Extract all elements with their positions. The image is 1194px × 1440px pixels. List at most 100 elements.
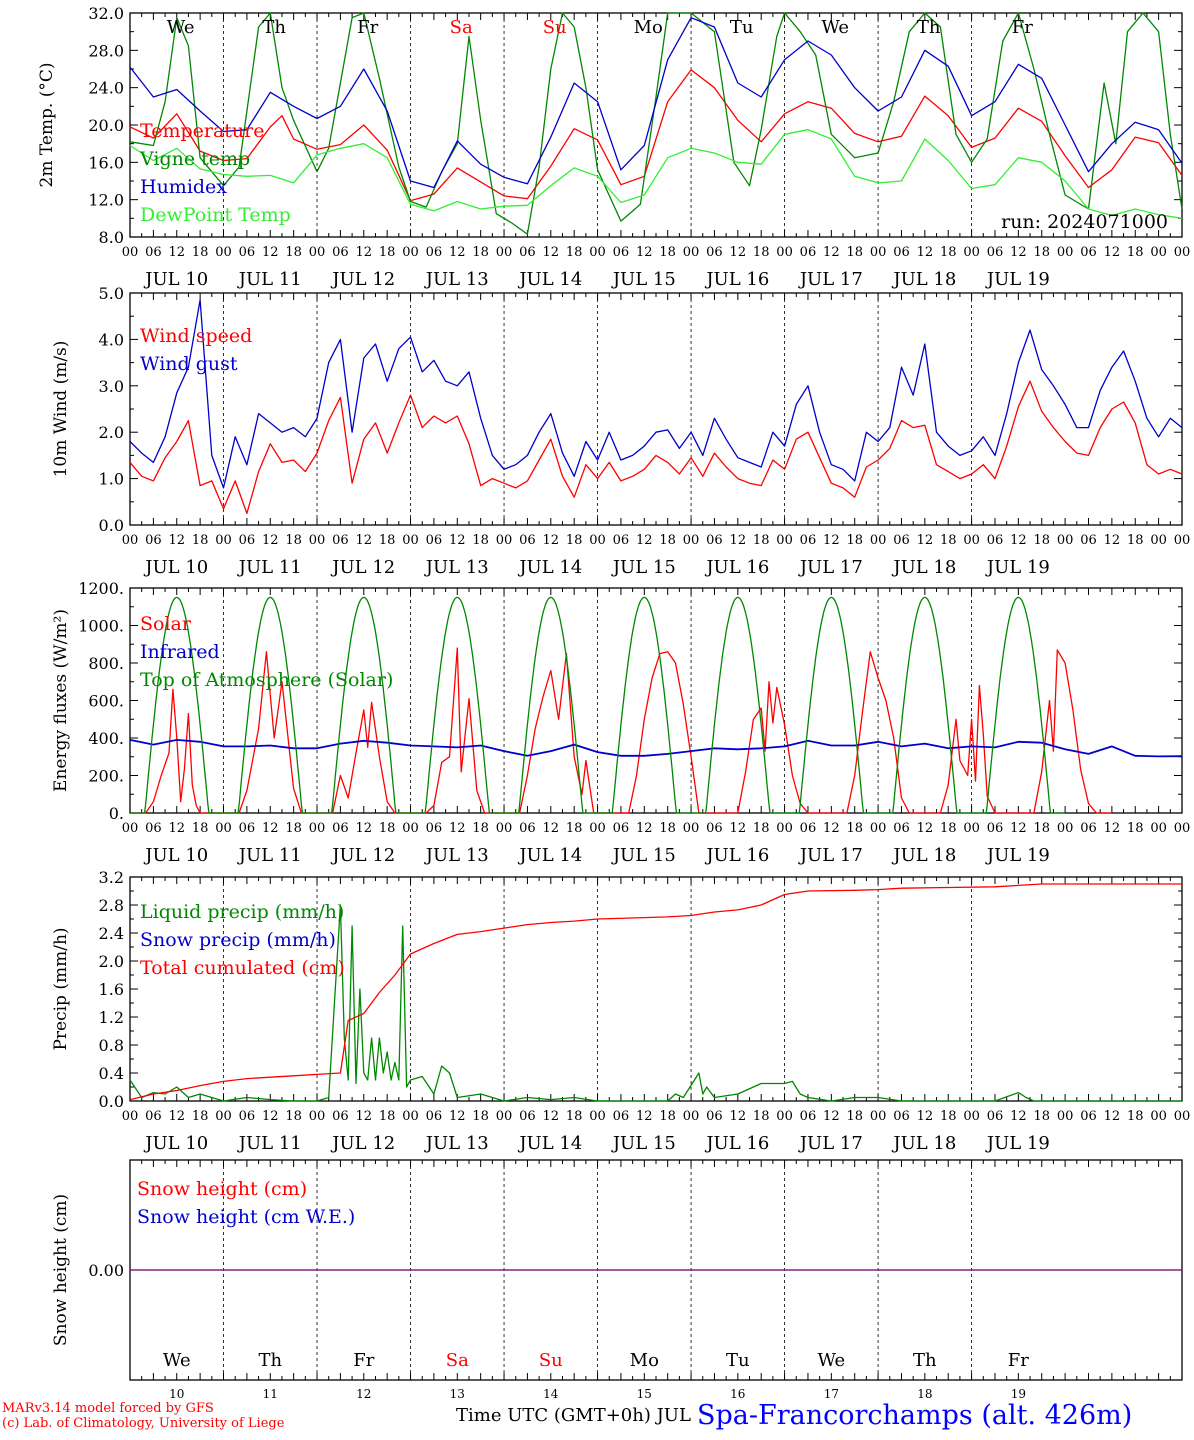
x-hour-label: 06 [613, 821, 630, 836]
x-hour-label: 00 [1150, 821, 1167, 836]
x-hour-label: 00 [683, 1109, 700, 1124]
x-hour-label: 12 [730, 1109, 747, 1124]
x-date-label: JUL 18 [891, 845, 956, 866]
y-tick-label: 16.0 [88, 153, 124, 172]
x-date-label: JUL 15 [611, 1133, 676, 1154]
x-hour-label: 06 [145, 821, 162, 836]
series-line [129, 12, 1183, 235]
x-date-label: JUL 18 [891, 1133, 956, 1154]
x-date-label: JUL 12 [330, 557, 395, 578]
y-tick-label: 1000. [78, 617, 124, 636]
x-date-label: JUL 13 [424, 1133, 489, 1154]
y-tick-label: 32.0 [88, 4, 124, 23]
x-hour-label: 00 [309, 821, 326, 836]
x-date-label: JUL 17 [798, 269, 863, 290]
x-date-label: JUL 15 [611, 557, 676, 578]
x-hour-label: 12 [823, 821, 840, 836]
x-hour-label: 18 [472, 821, 489, 836]
x-hour-label: 06 [706, 533, 723, 548]
series-line [130, 647, 1112, 814]
day-number-label: 19 [1011, 1387, 1026, 1401]
x-hour-label: 06 [893, 533, 910, 548]
x-hour-label: 00 [496, 533, 513, 548]
x-hour-label: 06 [893, 245, 910, 260]
x-date-label: JUL 14 [517, 269, 582, 290]
legend-entry: Top of Atmosphere (Solar) [140, 669, 393, 691]
x-hour-label: 06 [145, 1109, 162, 1124]
y-tick-label: 1200. [78, 579, 124, 598]
x-date-label: JUL 11 [237, 1133, 302, 1154]
x-hour-label: 00 [496, 1109, 513, 1124]
x-hour-label: 00 [589, 1109, 606, 1124]
x-hour-label: 06 [706, 245, 723, 260]
x-hour-label: 12 [449, 1109, 466, 1124]
x-hour-label: 18 [1033, 821, 1050, 836]
x-hour-label: 06 [519, 821, 536, 836]
plot-frame [129, 587, 1183, 814]
x-hour-label: 06 [987, 1109, 1004, 1124]
x-date-label: JUL 16 [704, 845, 769, 866]
x-hour-label: 06 [706, 821, 723, 836]
y-axis-title: Snow height (cm) [51, 1194, 71, 1346]
x-date-label: JUL 16 [704, 269, 769, 290]
x-hour-label: 12 [1104, 821, 1121, 836]
y-tick-label: 600. [88, 692, 124, 711]
weekday-label: Tu [730, 17, 754, 38]
legend-entry: Solar [140, 613, 192, 635]
x-date-label: JUL 14 [517, 845, 582, 866]
x-hour-label: 18 [753, 533, 770, 548]
x-hour-label: 12 [730, 821, 747, 836]
x-hour-label: 18 [192, 1109, 209, 1124]
day-number-label: 13 [450, 1387, 465, 1401]
x-hour-label: 06 [519, 533, 536, 548]
weekday-label: Fr [353, 1350, 374, 1371]
y-tick-label: 0.00 [88, 1261, 124, 1280]
y-tick-label: 2.4 [99, 924, 124, 943]
x-hour-label: 18 [192, 533, 209, 548]
x-date-label: JUL 10 [143, 845, 208, 866]
y-tick-label: 0.0 [99, 516, 124, 535]
x-hour-label: 12 [449, 245, 466, 260]
series-line [129, 904, 1182, 1102]
x-date-label: JUL 10 [143, 269, 208, 290]
x-hour-label: 18 [753, 821, 770, 836]
x-date-label: JUL 14 [517, 557, 582, 578]
x-hour-label: 12 [168, 1109, 185, 1124]
y-tick-label: 28.0 [88, 41, 124, 60]
x-date-label: JUL 11 [237, 557, 302, 578]
x-hour-label: 18 [1127, 821, 1144, 836]
x-hour-label: 06 [239, 533, 256, 548]
x-hour-label: 12 [917, 821, 934, 836]
day-number-label: 10 [169, 1387, 184, 1401]
x-hour-label: 12 [262, 245, 279, 260]
x-hour-label: 00 [122, 821, 139, 836]
x-hour-label: 00 [683, 245, 700, 260]
x-date-label: JUL 12 [330, 845, 395, 866]
x-hour-label: 06 [800, 821, 817, 836]
x-hour-label: 00 [870, 1109, 887, 1124]
y-tick-label: 1.2 [99, 1008, 124, 1027]
x-hour-label: 12 [449, 533, 466, 548]
x-hour-label: 00 [776, 245, 793, 260]
x-hour-label: 06 [519, 1109, 536, 1124]
x-hour-label: 12 [917, 1109, 934, 1124]
x-date-label: JUL 19 [985, 845, 1050, 866]
day-number-label: 17 [824, 1387, 839, 1401]
y-tick-label: 4.0 [99, 330, 124, 349]
weekday-label: We [163, 1350, 191, 1371]
x-hour-label: 00 [1057, 533, 1074, 548]
weekday-label: Tu [726, 1350, 750, 1371]
weekday-label: Su [539, 1350, 563, 1371]
x-date-label: JUL 17 [798, 1133, 863, 1154]
y-tick-label: 0.8 [99, 1036, 124, 1055]
x-hour-label: 06 [426, 1109, 443, 1124]
y-tick-label: 800. [88, 654, 124, 673]
x-hour-label: 18 [566, 533, 583, 548]
x-hour-label: 12 [449, 821, 466, 836]
x-hour-label: 18 [192, 245, 209, 260]
x-date-label: JUL 12 [330, 1133, 395, 1154]
x-hour-label: 00 [963, 821, 980, 836]
x-hour-label: 12 [823, 533, 840, 548]
legend-entry: Snow height (cm W.E.) [137, 1206, 355, 1228]
x-hour-label: 18 [1033, 245, 1050, 260]
